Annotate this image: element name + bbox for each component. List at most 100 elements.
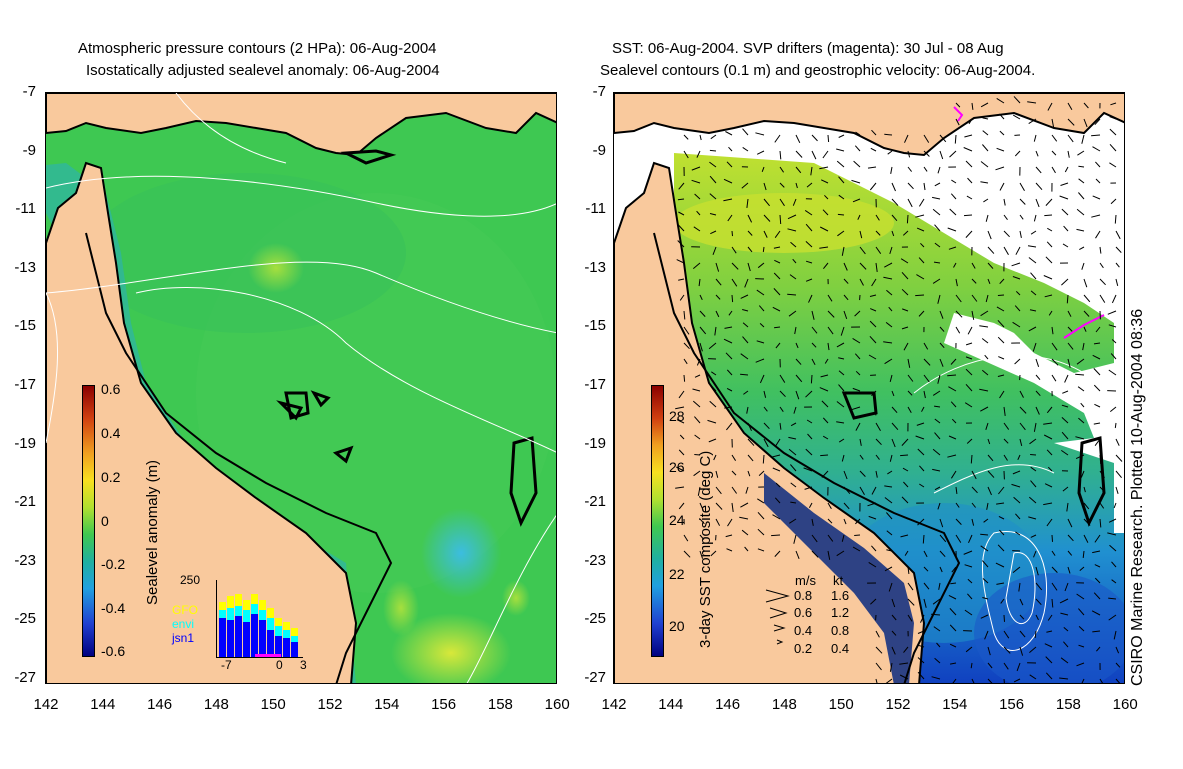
velocity-arrow bbox=[677, 224, 685, 232]
velocity-arrow bbox=[871, 129, 877, 136]
velocity-arrow bbox=[790, 482, 797, 488]
velocity-arrow bbox=[987, 246, 995, 254]
velocity-arrow bbox=[1061, 208, 1069, 216]
velocity-arrow bbox=[807, 433, 813, 440]
velocity-arrow bbox=[1012, 470, 1021, 475]
velocity-arrow bbox=[709, 175, 717, 184]
velocity-arrow bbox=[1115, 278, 1119, 287]
right-y-tick: -21 bbox=[584, 493, 606, 511]
velocity-arrow bbox=[971, 486, 978, 494]
velocity-arrow bbox=[932, 448, 941, 456]
velocity-arrow bbox=[950, 662, 957, 665]
velocity-arrow bbox=[997, 374, 1005, 377]
velocity-arrow bbox=[1019, 182, 1025, 191]
velocity-arrow bbox=[1030, 466, 1037, 472]
velocity-arrow bbox=[907, 166, 912, 172]
velocity-arrow bbox=[983, 198, 989, 203]
velocity-arrow bbox=[726, 422, 733, 431]
velocity-arrow bbox=[906, 214, 909, 224]
velocity-arrow bbox=[964, 564, 973, 568]
velocity-arrow bbox=[1013, 496, 1021, 504]
velocity-arrow bbox=[859, 246, 866, 255]
velocity-arrow bbox=[1035, 166, 1042, 174]
velocity-legend-kt-0: 1.6 bbox=[831, 588, 850, 603]
velocity-arrow bbox=[980, 406, 989, 412]
velocity-legend-ms-3: 0.2 bbox=[794, 641, 813, 656]
velocity-arrow bbox=[775, 482, 781, 488]
velocity-arrow bbox=[980, 102, 989, 108]
velocity-arrow bbox=[1095, 326, 1101, 333]
velocity-arrow bbox=[1063, 627, 1069, 632]
velocity-arrow bbox=[1018, 582, 1021, 592]
velocity-arrow bbox=[859, 262, 867, 270]
velocity-arrow bbox=[774, 497, 781, 504]
velocity-arrow bbox=[937, 502, 941, 510]
velocity-arrow bbox=[788, 310, 797, 317]
velocity-arrow bbox=[1030, 534, 1037, 538]
velocity-arrow bbox=[710, 230, 717, 235]
left-x-tick: 150 bbox=[260, 696, 286, 713]
left-x-tick: 146 bbox=[147, 696, 173, 713]
velocity-arrow bbox=[810, 374, 813, 384]
velocity-arrow bbox=[1000, 598, 1005, 604]
velocity-arrow bbox=[982, 144, 989, 152]
velocity-arrow bbox=[1093, 342, 1101, 345]
velocity-arrow bbox=[1067, 358, 1071, 368]
velocity-arrow bbox=[1076, 208, 1085, 216]
cb-left-tick-5: -0.4 bbox=[101, 600, 126, 616]
velocity-arrow bbox=[697, 486, 701, 496]
velocity-arrow bbox=[804, 486, 813, 490]
velocity-arrow bbox=[725, 131, 733, 136]
low-anomaly-patch bbox=[421, 508, 501, 598]
left-y-tick: -23 bbox=[14, 551, 36, 569]
velocity-arrow bbox=[709, 149, 717, 152]
velocity-arrow bbox=[827, 518, 833, 524]
velocity-arrow bbox=[1099, 454, 1102, 465]
velocity-arrow bbox=[947, 454, 957, 458]
histogram-ymax: 250 bbox=[180, 573, 201, 587]
velocity-arrow bbox=[1064, 166, 1069, 173]
velocity-arrow bbox=[678, 182, 685, 190]
velocity-arrow bbox=[1033, 214, 1037, 222]
velocity-arrow bbox=[1035, 150, 1039, 157]
velocity-arrow bbox=[1108, 614, 1117, 621]
velocity-arrow bbox=[757, 548, 765, 552]
velocity-arrow bbox=[1099, 486, 1105, 492]
left-x-tick: 144 bbox=[90, 696, 116, 713]
velocity-arrow bbox=[1110, 353, 1117, 360]
right-y-tick: -13 bbox=[584, 258, 606, 276]
velocity-arrow bbox=[997, 544, 1005, 552]
velocity-arrow bbox=[999, 130, 1005, 136]
right-y-tick: -17 bbox=[584, 376, 606, 393]
velocity-arrow bbox=[918, 310, 925, 317]
velocity-arrow bbox=[970, 662, 973, 669]
velocity-arrow bbox=[883, 276, 893, 280]
velocity-arrow bbox=[790, 422, 797, 427]
velocity-arrow bbox=[1078, 165, 1085, 168]
velocity-arrow bbox=[1029, 646, 1037, 653]
velocity-arrow bbox=[965, 230, 973, 238]
velocity-arrow bbox=[859, 486, 865, 495]
velocity-arrow bbox=[1075, 436, 1085, 440]
velocity-arrow bbox=[811, 326, 818, 334]
velocity-arrow bbox=[1075, 373, 1085, 376]
velocity-arrow bbox=[915, 435, 925, 440]
velocity-arrow bbox=[950, 358, 957, 365]
velocity-arrow bbox=[692, 262, 701, 269]
velocity-arrow bbox=[728, 310, 733, 316]
velocity-arrow bbox=[889, 246, 893, 255]
velocity-arrow bbox=[763, 422, 770, 430]
velocity-arrow bbox=[774, 259, 781, 264]
histogram-x-tick-0: -7 bbox=[221, 658, 232, 672]
velocity-arrow bbox=[965, 342, 973, 346]
velocity-arrow bbox=[811, 534, 818, 543]
velocity-arrow bbox=[1083, 534, 1089, 543]
velocity-arrow bbox=[869, 320, 877, 328]
velocity-arrow bbox=[939, 566, 943, 573]
velocity-arrow bbox=[1075, 454, 1085, 460]
velocity-arrow bbox=[843, 278, 849, 284]
velocity-legend-kt-2: 0.8 bbox=[831, 623, 850, 638]
velocity-arrow bbox=[827, 502, 832, 510]
velocity-arrow bbox=[1095, 161, 1101, 168]
velocity-arrow bbox=[891, 598, 896, 608]
